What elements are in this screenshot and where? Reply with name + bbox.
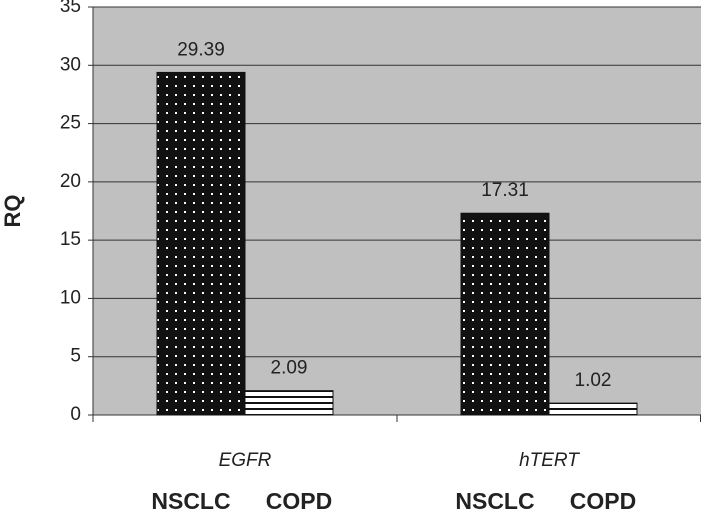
y-tick-label: 10	[60, 287, 81, 308]
y-tick-label: 0	[70, 404, 81, 425]
value-label: 2.09	[271, 358, 308, 379]
y-tick-label: 25	[60, 113, 81, 134]
series-label: NSCLC	[151, 488, 230, 514]
series-label: COPD	[266, 488, 332, 514]
y-axis-label: RQ	[0, 195, 25, 228]
bar	[460, 212, 550, 416]
bar	[244, 390, 334, 416]
y-tick-label: 5	[70, 346, 81, 367]
x-tick-label: hTERT	[519, 450, 580, 471]
y-tick-label: 15	[60, 229, 81, 250]
y-tick-label: 35	[60, 0, 81, 17]
y-tick-label: 20	[60, 171, 81, 192]
value-label: 17.31	[481, 180, 529, 201]
x-tick-label: EGFR	[219, 450, 272, 471]
y-tick-label: 30	[60, 54, 81, 75]
series-label: COPD	[570, 488, 636, 514]
bar	[548, 402, 638, 416]
value-label: 29.39	[177, 39, 225, 60]
bar	[156, 71, 246, 416]
value-label: 1.02	[575, 370, 612, 391]
series-label: NSCLC	[455, 488, 534, 514]
